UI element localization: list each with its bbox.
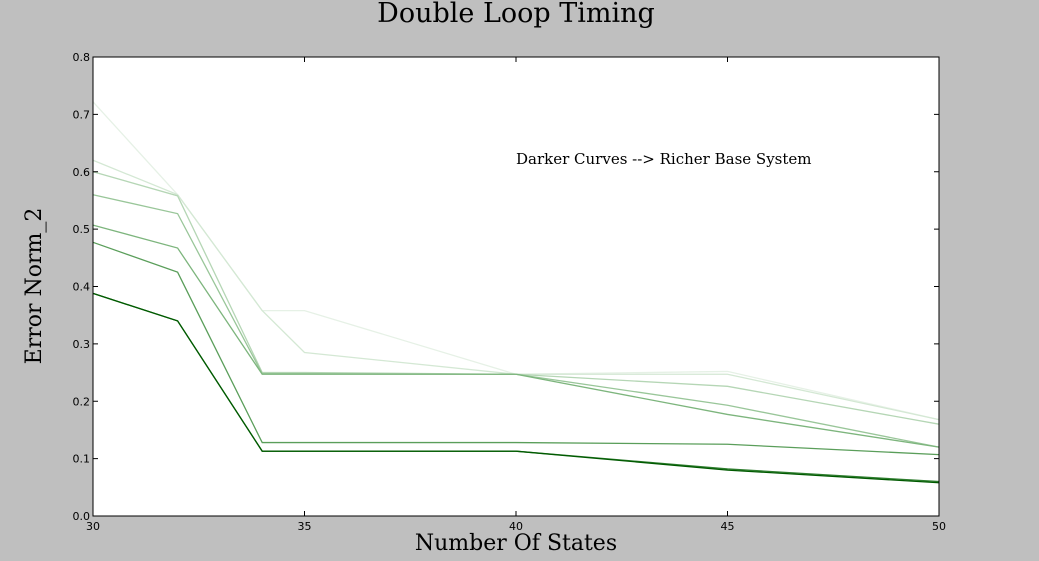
chart-title: Double Loop Timing <box>377 0 655 29</box>
x-axis-label: Number Of States <box>415 531 617 556</box>
annotation-text: Darker Curves --> Richer Base System <box>516 150 812 168</box>
series-line-6 <box>92 241 940 456</box>
series-line-8 <box>92 292 940 484</box>
y-tick-label: 0.4 <box>73 281 91 294</box>
x-tick-label: 50 <box>932 520 946 533</box>
y-tick-label: 0.2 <box>73 395 91 408</box>
y-tick-label: 0.7 <box>73 108 91 121</box>
x-tick-label: 45 <box>721 520 735 533</box>
series-line-2 <box>92 159 940 421</box>
series-line-5 <box>92 224 940 448</box>
x-tick-label: 30 <box>86 520 100 533</box>
y-tick-label: 0.8 <box>73 51 91 64</box>
x-axis-ticks: 30 35 40 45 50 <box>86 57 946 533</box>
y-tick-label: 0.5 <box>73 223 91 236</box>
y-tick-label: 0.1 <box>73 453 91 466</box>
plot-area <box>93 57 939 516</box>
x-tick-label: 35 <box>298 520 312 533</box>
y-tick-label: 0.6 <box>73 166 91 179</box>
series-group <box>92 101 940 484</box>
y-tick-label: 0.0 <box>73 510 91 523</box>
y-axis-ticks: 0.0 0.1 0.2 0.3 0.4 0.5 0.6 0.7 0.8 <box>73 51 939 523</box>
series-line-3 <box>92 171 940 425</box>
y-tick-label: 0.3 <box>73 338 91 351</box>
y-axis-label: Error Norm_2 <box>22 208 47 365</box>
x-tick-label: 40 <box>509 520 523 533</box>
